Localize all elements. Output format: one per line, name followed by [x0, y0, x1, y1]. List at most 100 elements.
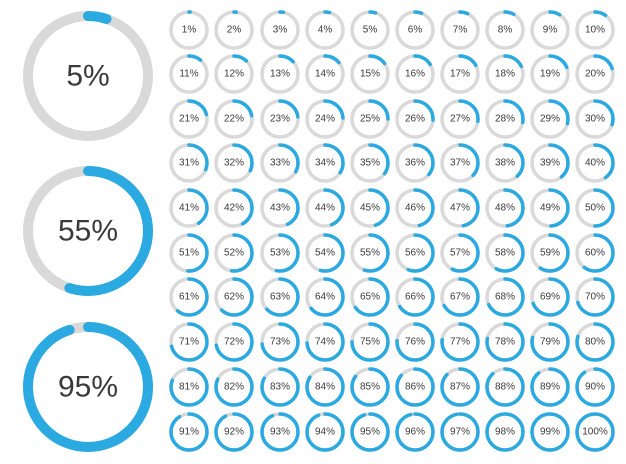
small-progress-arc [350, 412, 390, 452]
small-progress-arc [395, 322, 435, 362]
small-indicator: 34% [305, 143, 345, 183]
large-indicator: 95% [23, 322, 153, 452]
small-percent-label: 13% [270, 69, 290, 80]
small-percent-label: 14% [315, 69, 335, 80]
small-progress-arc [575, 412, 615, 452]
small-percent-label: 76% [405, 337, 425, 348]
small-indicator: 63% [260, 277, 300, 317]
small-percent-label: 25% [360, 114, 380, 125]
small-progress-arc [440, 367, 480, 407]
small-progress-arc [575, 143, 615, 183]
small-progress-arc [485, 367, 525, 407]
large-percent-label: 5% [66, 60, 109, 93]
small-indicator: 48% [485, 188, 525, 228]
small-indicator: 75% [350, 322, 390, 362]
large-progress-arc [23, 322, 153, 452]
small-percent-label: 64% [315, 292, 335, 303]
small-percent-label: 37% [450, 158, 470, 169]
small-indicator: 32% [214, 143, 254, 183]
small-progress-arc [440, 188, 480, 228]
small-percent-label: 95% [360, 427, 380, 438]
small-indicator: 52% [214, 233, 254, 273]
small-indicator: 10% [575, 10, 615, 50]
small-percent-label: 23% [270, 114, 290, 125]
small-progress-arc [214, 233, 254, 273]
small-progress-arc [350, 10, 390, 50]
small-percent-label: 15% [360, 69, 380, 80]
small-percent-label: 11% [179, 69, 198, 80]
small-percent-label: 48% [495, 203, 515, 214]
small-percent-label: 43% [270, 203, 290, 214]
small-progress-arc [350, 99, 390, 139]
small-progress-arc [395, 277, 435, 317]
small-percent-label: 67% [450, 292, 470, 303]
small-percent-label: 94% [315, 427, 335, 438]
small-percent-label: 72% [224, 337, 244, 348]
small-indicator: 77% [440, 322, 480, 362]
large-percent-label: 55% [58, 215, 118, 248]
small-indicator: 88% [485, 367, 525, 407]
small-progress-arc [575, 233, 615, 273]
small-percent-label: 39% [540, 158, 560, 169]
small-progress-arc [260, 412, 300, 452]
small-progress-arc [530, 143, 570, 183]
small-progress-arc [530, 412, 570, 452]
small-indicator: 84% [305, 367, 345, 407]
small-indicator: 6% [395, 10, 435, 50]
small-percent-label: 90% [585, 382, 605, 393]
small-indicator: 29% [530, 99, 570, 139]
small-percent-label: 59% [540, 248, 560, 259]
small-percent-label: 7% [453, 25, 468, 36]
small-indicator: 45% [350, 188, 390, 228]
small-percent-label: 32% [224, 158, 244, 169]
small-percent-label: 91% [179, 427, 199, 438]
small-progress-arc [395, 412, 435, 452]
small-percent-label: 77% [450, 337, 470, 348]
small-percent-label: 36% [405, 158, 425, 169]
small-indicator: 66% [395, 277, 435, 317]
small-percent-label: 79% [540, 337, 560, 348]
small-percent-label: 19% [540, 69, 560, 80]
small-percent-label: 96% [405, 427, 425, 438]
small-percent-label: 60% [585, 248, 605, 259]
small-progress-arc [395, 143, 435, 183]
small-indicator: 35% [350, 143, 390, 183]
small-percent-label: 88% [495, 382, 515, 393]
small-percent-label: 82% [224, 382, 244, 393]
small-indicator: 30% [575, 99, 615, 139]
small-indicator: 99% [530, 412, 570, 452]
small-progress-arc [350, 367, 390, 407]
small-progress-arc [440, 143, 480, 183]
small-indicator: 56% [395, 233, 435, 273]
small-percent-label: 71% [179, 337, 199, 348]
small-progress-arc [169, 99, 209, 139]
small-progress-arc [214, 367, 254, 407]
small-indicator: 1% [169, 10, 209, 50]
small-progress-arc [575, 277, 615, 317]
small-progress-arc [530, 233, 570, 273]
small-percent-label: 3% [273, 25, 288, 36]
small-indicator: 82% [214, 367, 254, 407]
small-progress-arc [305, 277, 345, 317]
small-indicator: 20% [575, 54, 615, 94]
small-percent-label: 63% [270, 292, 290, 303]
small-indicator: 78% [485, 322, 525, 362]
small-indicator: 87% [440, 367, 480, 407]
small-percent-label: 45% [360, 203, 380, 214]
small-percent-label: 1% [182, 25, 197, 36]
small-indicator: 46% [395, 188, 435, 228]
large-progress-arc [23, 11, 153, 141]
small-progress-arc [260, 54, 300, 94]
small-indicator: 2% [214, 10, 254, 50]
small-progress-arc [485, 188, 525, 228]
small-indicator: 100% [575, 412, 615, 452]
small-percent-label: 24% [315, 114, 335, 125]
small-indicator: 50% [575, 188, 615, 228]
small-progress-arc [395, 99, 435, 139]
small-indicator: 54% [305, 233, 345, 273]
small-percent-label: 81% [179, 382, 199, 393]
small-percent-label: 69% [540, 292, 560, 303]
small-indicator: 16% [395, 54, 435, 94]
small-indicator: 28% [485, 99, 525, 139]
small-progress-arc [440, 322, 480, 362]
